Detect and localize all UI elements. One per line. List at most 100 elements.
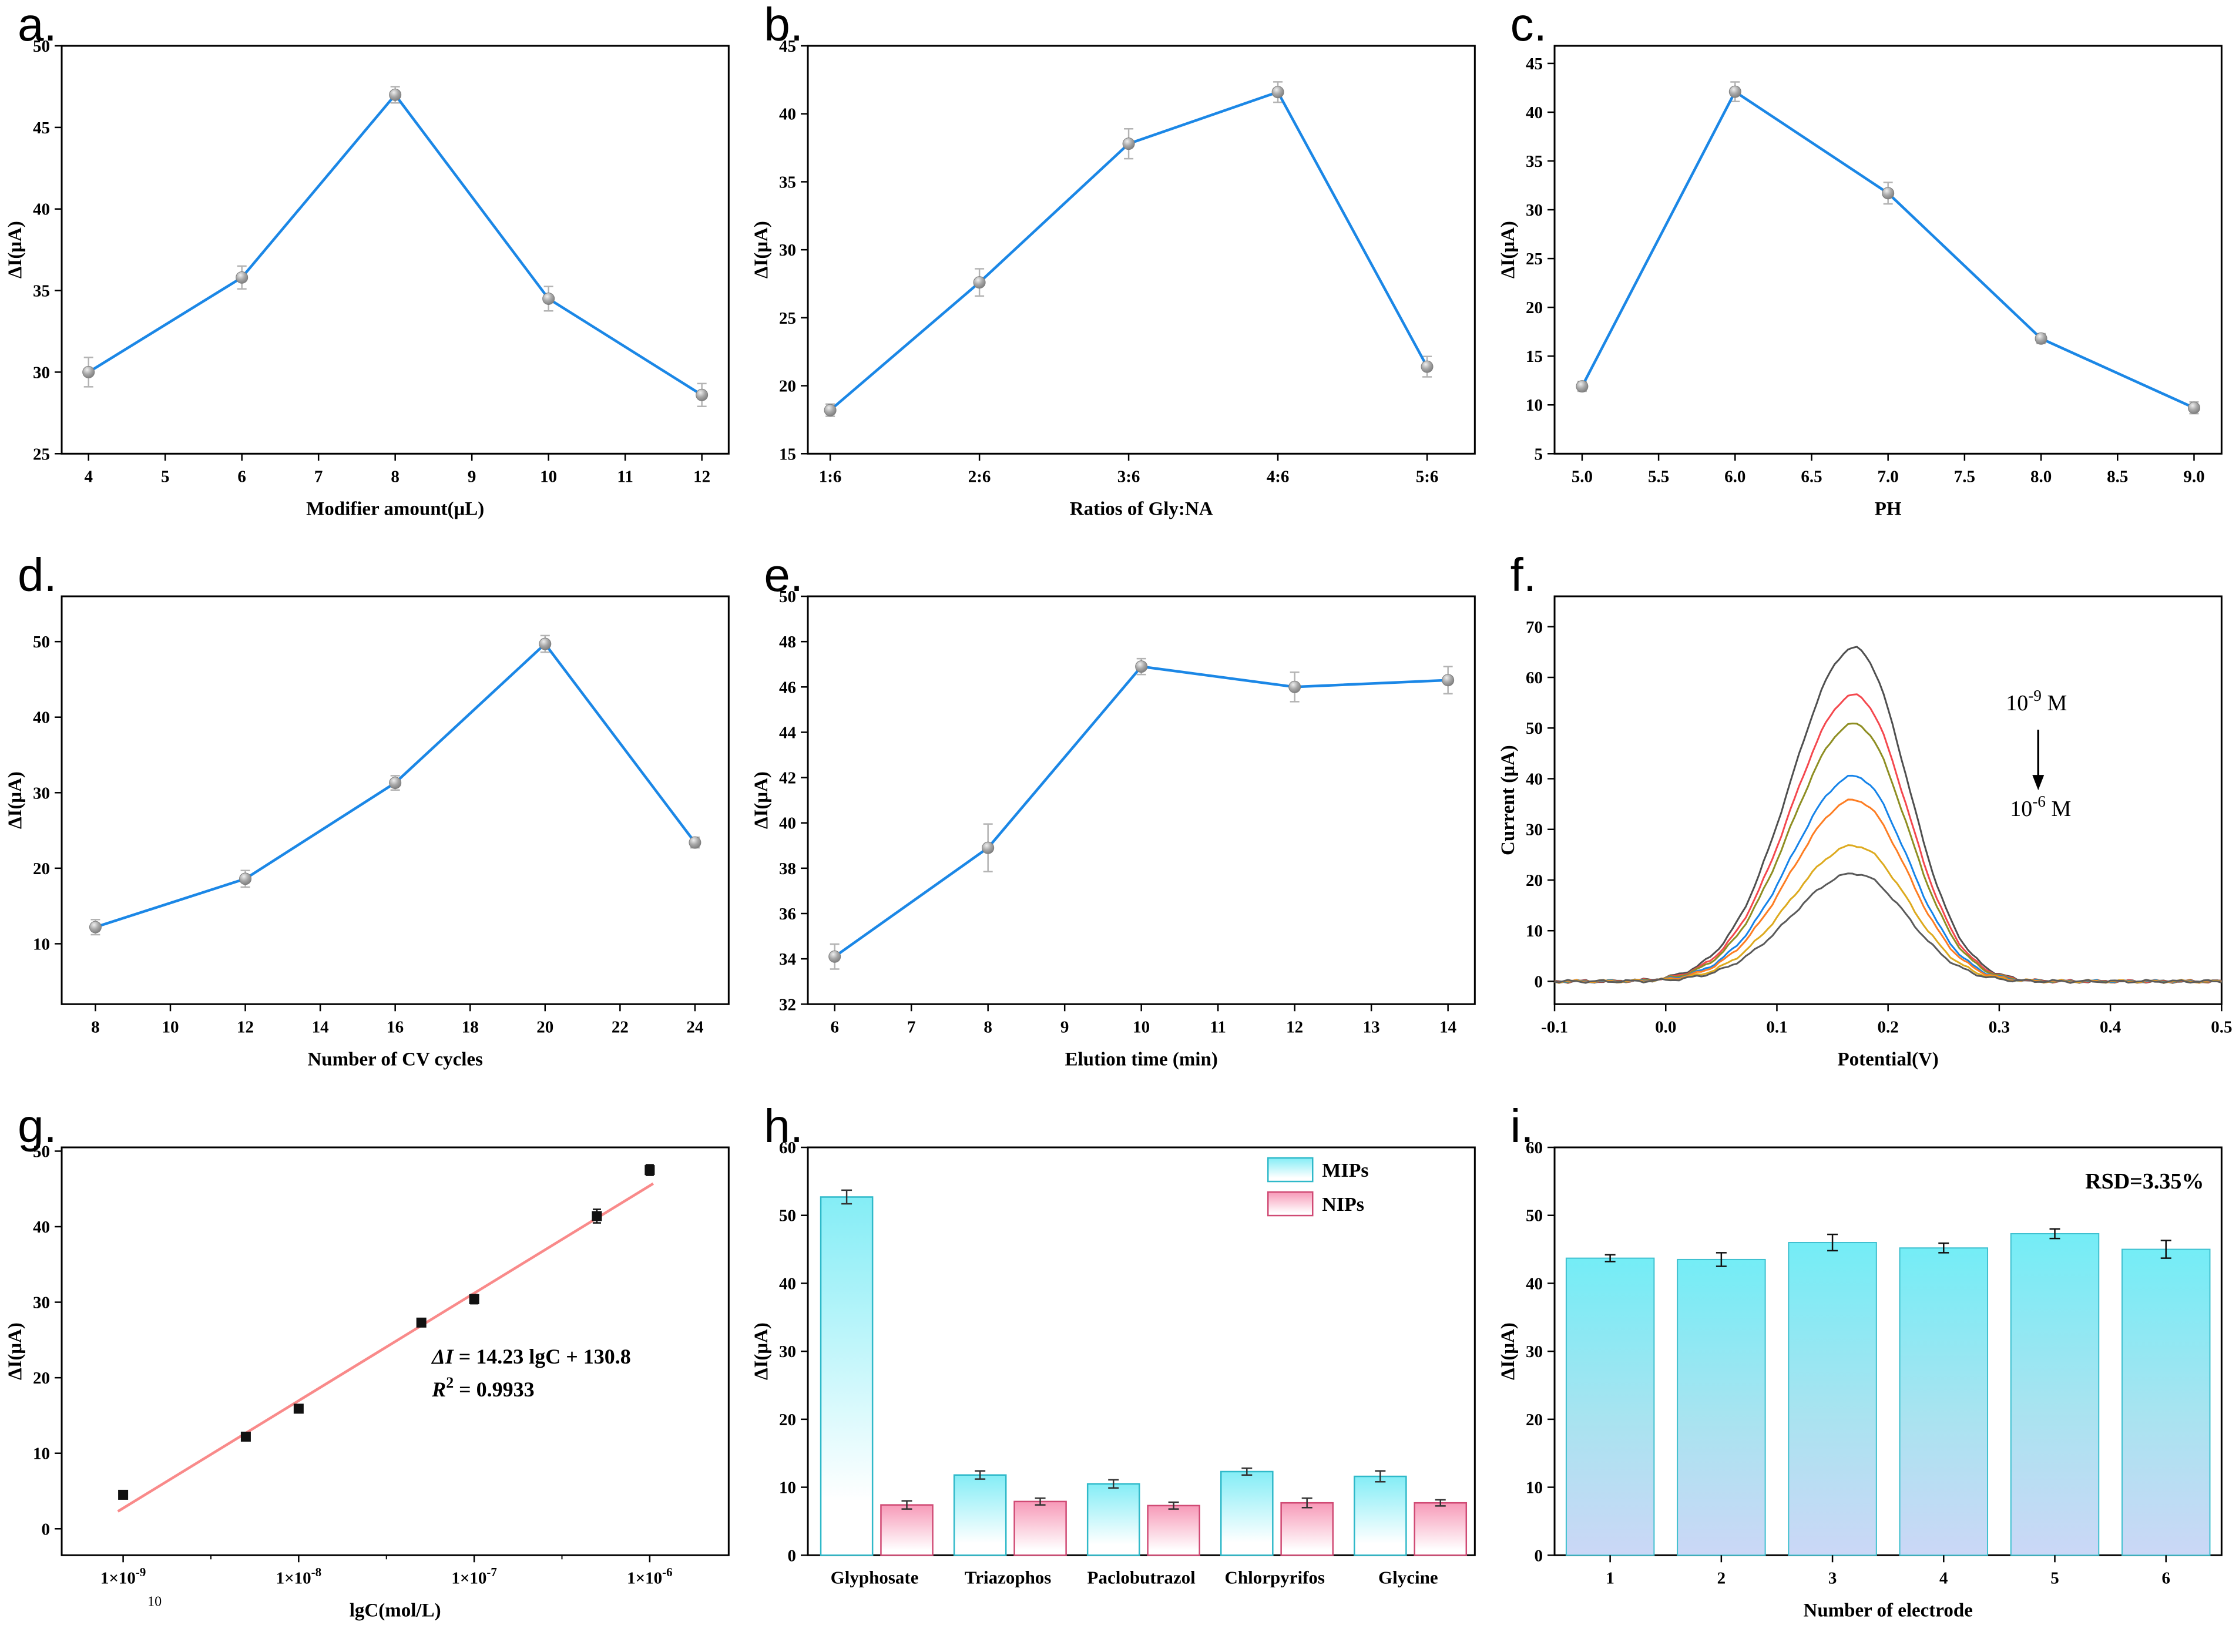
bar (1787, 1241, 1877, 1556)
data-point (293, 1403, 304, 1414)
x-tick-label: 14 (1439, 1018, 1456, 1037)
y-tick-label: 40 (779, 814, 796, 833)
bar (1899, 1247, 1988, 1556)
data-point (542, 292, 555, 305)
data-point (82, 365, 95, 378)
dpv-curve (1554, 775, 2222, 984)
y-tick-label: 40 (33, 200, 50, 219)
panel-label-b: b. (764, 0, 804, 51)
y-tick-label: 32 (779, 996, 796, 1015)
x-tick-label: 12 (1286, 1018, 1303, 1037)
y-tick-label: 25 (1526, 250, 1543, 268)
data-point (2187, 401, 2200, 414)
y-axis-label: ΔI(μA) (5, 1322, 26, 1380)
x-tick-label: 6.0 (1724, 467, 1745, 486)
data-point (389, 88, 402, 101)
y-tick-label: 60 (1526, 1139, 1543, 1157)
y-tick-label: 10 (33, 935, 50, 954)
y-tick-label: 40 (33, 709, 50, 727)
panel-label-a: a. (18, 0, 57, 51)
x-tick-label: -0.1 (1541, 1018, 1568, 1037)
fit-line (117, 1182, 654, 1513)
y-tick-label: 10 (1526, 1478, 1543, 1497)
y-tick-label: 30 (779, 1342, 796, 1361)
x-tick-label: 2:6 (968, 467, 991, 486)
bar-nips (1414, 1502, 1468, 1556)
y-tick-label: 40 (1526, 770, 1543, 789)
category-label: Triazophos (965, 1567, 1052, 1587)
data-point (824, 404, 837, 417)
data-point (1881, 187, 1894, 200)
y-tick-label: 0 (1534, 973, 1542, 992)
x-tick-label: 8.0 (2030, 467, 2052, 486)
bar (1565, 1257, 1655, 1556)
y-tick-label: 50 (779, 587, 796, 606)
dpv-curve (1554, 872, 2222, 985)
y-tick-label: 44 (779, 724, 796, 743)
y-tick-label: 48 (779, 633, 796, 652)
bar-mips (820, 1196, 874, 1556)
x-tick-label: 7 (314, 467, 323, 486)
dpv-curve (1554, 693, 2222, 985)
y-tick-label: 25 (779, 309, 796, 328)
y-tick-label: 45 (33, 119, 50, 137)
plot-frame (61, 1146, 730, 1556)
plot-frame (61, 595, 730, 1006)
y-axis-label: ΔI(μA) (5, 221, 26, 278)
panel-label-h: h. (764, 1101, 804, 1152)
y-tick-label: 30 (33, 784, 50, 803)
panel-label-e: e. (764, 550, 804, 602)
x-tick-label: 1×10-7 (451, 1565, 496, 1587)
y-axis-label: ΔI(μA) (5, 771, 26, 829)
y-tick-label: 35 (33, 282, 50, 301)
dpv-curve (1554, 723, 2222, 985)
y-tick-label: 42 (779, 769, 796, 788)
x-tick-label: 6 (237, 467, 246, 486)
y-axis-label: ΔI(μA) (751, 1322, 772, 1380)
chart-e: 6 7 8 9 10 11 12 13 14 32 34 36 38 40 42 44 46 48 50 Elutio… (751, 587, 1476, 1070)
dpv-curve (1554, 844, 2222, 985)
x-tick-label: 16 (387, 1018, 404, 1037)
x-tick-label: 0.3 (1988, 1018, 2009, 1037)
x-tick-label: 6 (831, 1018, 839, 1037)
panel-label-i: i. (1510, 1101, 1534, 1152)
x-tick-label: 5.5 (1648, 467, 1669, 486)
y-tick-label: 40 (33, 1218, 50, 1237)
annotation-high-conc: 10-9 M (2006, 687, 2067, 716)
plot-frame (61, 45, 730, 455)
chart-d: 8 10 12 14 16 18 20 22 24 10 20 30 40 50 Number of CV … (5, 595, 730, 1070)
y-tick-label: 30 (1526, 821, 1543, 840)
x-tick-label: 5 (161, 467, 169, 486)
data-point (469, 1294, 479, 1304)
panel-f: f. -0.1 0.0 0.1 0.2 0.3 0.4 0.5 0 10 20 30 40 50 60 70… (1493, 550, 2239, 1101)
bar-mips (1354, 1475, 1407, 1556)
y-tick-label: 30 (779, 241, 796, 260)
category-label: Glyphosate (831, 1567, 919, 1587)
panel-i: i. 0 10 20 30 40 50 60 Number of electrode ΔI(μA… (1493, 1102, 2239, 1652)
x-tick-label: 0.1 (1766, 1018, 1787, 1037)
y-axis-label: ΔI(μA) (1498, 1322, 1519, 1380)
panel-label-f: f. (1510, 550, 1537, 602)
arrow-down-head-icon (2032, 775, 2044, 791)
x-axis-label: Modifier amount(μL) (306, 498, 484, 519)
plot-frame (1553, 45, 2223, 455)
x-tick-label: 4 (1939, 1569, 1948, 1587)
dpv-curve (1554, 798, 2222, 985)
bar-nips (880, 1504, 934, 1556)
data-point (1271, 86, 1284, 99)
x-tick-label: 1×10-8 (276, 1565, 321, 1587)
x-tick-label: 20 (536, 1018, 553, 1037)
y-tick-label: 20 (1526, 298, 1543, 317)
equation-line1: ΔI = 14.23 lgC + 130.8 (431, 1345, 631, 1368)
y-tick-label: 70 (1526, 618, 1543, 637)
data-point (973, 276, 986, 289)
legend-swatch (1267, 1157, 1314, 1182)
x-axis-label: lgC(mol/L) (350, 1600, 441, 1621)
y-tick-label: 20 (33, 1369, 50, 1388)
y-tick-label: 0 (788, 1546, 796, 1565)
x-tick-label: 0.4 (2100, 1018, 2121, 1037)
category-label: Paclobutrazol (1087, 1567, 1196, 1587)
y-tick-label: 50 (1526, 720, 1543, 738)
x-tick-label: 8.5 (2107, 467, 2128, 486)
